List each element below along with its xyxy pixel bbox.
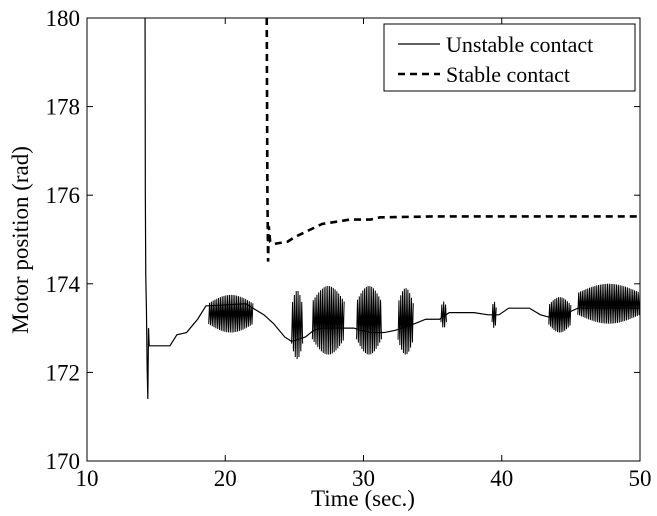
oscillation-burst [548, 297, 572, 333]
y-tick-label: 180 [46, 6, 81, 31]
y-tick-label: 178 [46, 95, 81, 120]
oscillation-burst [577, 283, 640, 324]
oscillation-burst [208, 294, 254, 333]
x-tick-label: 20 [214, 466, 237, 491]
y-tick-label: 174 [46, 272, 81, 297]
y-tick-label: 170 [46, 449, 81, 474]
ticks-layer: 10 20 30 40 50 170 172 174 176 178 180 [46, 6, 652, 491]
oscillation-burst [491, 301, 497, 328]
x-tick-label: 50 [629, 466, 652, 491]
x-tick-label: 10 [76, 466, 99, 491]
x-tick-label: 40 [490, 466, 513, 491]
series-layer [144, 18, 640, 399]
oscillation-burst [356, 286, 382, 355]
x-tick-label: 30 [352, 466, 375, 491]
oscillation-burst [397, 288, 414, 355]
y-tick-label: 172 [46, 360, 81, 385]
y-tick-label: 176 [46, 183, 81, 208]
oscillation-burst [311, 286, 345, 355]
oscillation-burst [291, 290, 304, 360]
legend-label-stable: Stable contact [446, 62, 570, 87]
legend-box [383, 23, 636, 92]
x-axis-label: Time (sec.) [311, 486, 415, 511]
plot-area [144, 18, 640, 399]
legend: Unstable contact Stable contact [383, 23, 636, 92]
series-line-stable-contact [265, 18, 640, 262]
y-axis-label: Motor position (rad) [8, 146, 33, 334]
oscillation-burst [440, 301, 447, 328]
legend-label-unstable: Unstable contact [446, 32, 593, 57]
